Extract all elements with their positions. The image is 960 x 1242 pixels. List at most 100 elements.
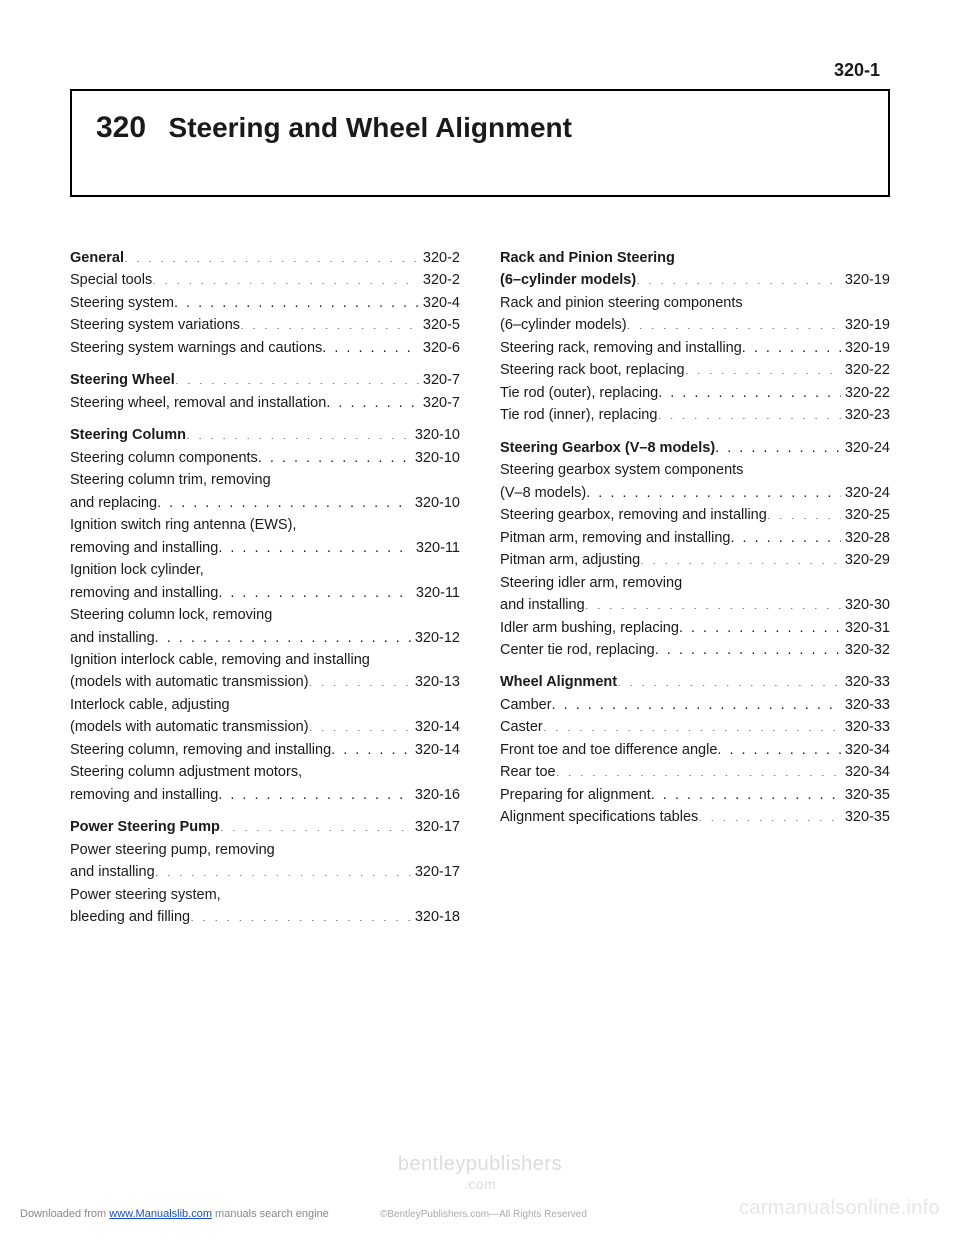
toc-leader-dots <box>543 717 841 732</box>
toc-page-ref: 320-22 <box>841 359 890 381</box>
toc-section-label: Wheel Alignment <box>500 671 617 693</box>
toc-page-ref: 320-29 <box>841 549 890 571</box>
toc-row: and replacing 320-10 <box>70 492 460 514</box>
toc-page-ref: 320-2 <box>419 269 460 291</box>
toc-page-ref: 320-7 <box>419 392 460 414</box>
toc-section-label: Steering Gearbox (V–8 models) <box>500 437 715 459</box>
toc-entry-label: Steering wheel, removal and installation <box>70 392 326 414</box>
toc-entry-label: Interlock cable, adjusting <box>70 694 460 716</box>
toc-entry-label: bleeding and filling <box>70 906 190 928</box>
toc-leader-dots <box>258 447 411 462</box>
toc-entry-label: removing and installing <box>70 582 218 604</box>
toc-leader-dots <box>155 862 411 877</box>
toc-row: Steering wheel, removal and installation… <box>70 392 460 414</box>
toc-gap <box>500 427 890 437</box>
toc-leader-dots <box>767 505 841 520</box>
toc-row: (6–cylinder models) 320-19 <box>500 314 890 336</box>
toc-page-ref: 320-18 <box>411 906 460 928</box>
toc-row: removing and installing 320-11 <box>70 537 460 559</box>
toc-entry-label: Steering gearbox, removing and installin… <box>500 504 767 526</box>
toc-entry-label: (models with automatic transmission) <box>70 716 309 738</box>
toc-page-ref: 320-35 <box>841 784 890 806</box>
toc-row: removing and installing 320-16 <box>70 784 460 806</box>
toc-leader-dots <box>679 617 841 632</box>
toc-page-ref: 320-33 <box>841 694 890 716</box>
toc-leader-dots <box>685 360 841 375</box>
chapter-number: 320 <box>96 111 146 145</box>
toc-leader-dots <box>658 382 841 397</box>
toc-entry-label: Preparing for alignment <box>500 784 651 806</box>
toc-entry-label: Power steering system, <box>70 884 460 906</box>
toc-leader-dots <box>186 425 411 440</box>
toc-leader-dots <box>174 292 419 307</box>
toc-page-ref: 320-17 <box>411 861 460 883</box>
toc-leader-dots <box>155 627 411 642</box>
toc-entry-label: Steering system <box>70 292 174 314</box>
toc-page-ref: 320-28 <box>841 527 890 549</box>
toc-row: Steering column components 320-10 <box>70 447 460 469</box>
toc-entry-label: Steering column lock, removing <box>70 604 460 626</box>
toc-leader-dots <box>657 405 840 420</box>
toc-page-ref: 320-31 <box>841 617 890 639</box>
watermark-main: bentleypublishers <box>398 1153 562 1175</box>
toc-page-ref: 320-19 <box>841 337 890 359</box>
toc-row: Front toe and toe difference angle 320-3… <box>500 739 890 761</box>
toc-entry-label: Rear toe <box>500 761 556 783</box>
toc-leader-dots <box>640 550 841 565</box>
toc-page-ref: 320-5 <box>419 314 460 336</box>
toc-row: Steering rack, removing and installing 3… <box>500 337 890 359</box>
toc-page-ref: 320-11 <box>412 582 460 604</box>
toc-leader-dots <box>190 907 411 922</box>
toc-row: Center tie rod, replacing 320-32 <box>500 639 890 661</box>
toc-page-ref: 320-11 <box>412 537 460 559</box>
toc-leader-dots <box>552 694 841 709</box>
toc-row: bleeding and filling 320-18 <box>70 906 460 928</box>
toc-page-ref: 320-14 <box>411 739 460 761</box>
toc-row: Camber 320-33 <box>500 694 890 716</box>
toc-entry-label: Steering column adjustment motors, <box>70 761 460 783</box>
toc-row: Steering system variations 320-5 <box>70 314 460 336</box>
toc-page-ref: 320-10 <box>411 447 460 469</box>
site-brand: carmanualsonline.info <box>739 1197 940 1220</box>
download-suffix: manuals search engine <box>212 1208 329 1220</box>
toc-row: Pitman arm, removing and installing 320-… <box>500 527 890 549</box>
toc-page-ref: 320-32 <box>841 639 890 661</box>
toc-page-ref: 320-6 <box>419 337 460 359</box>
toc-leader-dots <box>220 817 411 832</box>
toc-leader-dots <box>309 672 411 687</box>
toc-leader-dots <box>326 392 419 407</box>
toc-leader-dots <box>556 762 841 777</box>
toc-leader-dots <box>124 248 419 263</box>
toc-row: Steering Wheel 320-7 <box>70 369 460 391</box>
toc-entry-label: Pitman arm, adjusting <box>500 549 640 571</box>
toc-leader-dots <box>331 739 411 754</box>
toc-row: Steering gearbox, removing and installin… <box>500 504 890 526</box>
toc-page-ref: 320-33 <box>841 671 890 693</box>
toc-row: and installing 320-30 <box>500 594 890 616</box>
chapter-title: Steering and Wheel Alignment <box>169 112 572 144</box>
toc-leader-dots <box>218 582 412 597</box>
toc-row: (V–8 models) 320-24 <box>500 482 890 504</box>
toc-row: Steering Gearbox (V–8 models) 320-24 <box>500 437 890 459</box>
toc-leader-dots <box>218 784 411 799</box>
toc-entry-label: and installing <box>70 861 155 883</box>
toc-leader-dots <box>651 784 841 799</box>
toc-section-label: Steering Column <box>70 424 186 446</box>
toc-row: Tie rod (inner), replacing 320-23 <box>500 404 890 426</box>
toc-page-ref: 320-19 <box>841 269 890 291</box>
toc-row: (6–cylinder models) 320-19 <box>500 269 890 291</box>
toc-page-ref: 320-14 <box>411 716 460 738</box>
toc-leader-dots <box>617 672 841 687</box>
toc-row: Steering system warnings and cautions 32… <box>70 337 460 359</box>
toc-row: Idler arm bushing, replacing 320-31 <box>500 617 890 639</box>
toc-gap <box>70 414 460 424</box>
toc-entry-label: Ignition interlock cable, removing and i… <box>70 649 460 671</box>
toc-entry-label: Steering system variations <box>70 314 240 336</box>
download-link[interactable]: www.Manualslib.com <box>109 1208 212 1220</box>
toc-gap <box>70 359 460 369</box>
toc-leader-dots <box>152 270 419 285</box>
toc-row: Alignment specifications tables 320-35 <box>500 806 890 828</box>
toc-leader-dots <box>322 337 419 352</box>
toc-row: Steering rack boot, replacing 320-22 <box>500 359 890 381</box>
toc-page-ref: 320-12 <box>411 627 460 649</box>
